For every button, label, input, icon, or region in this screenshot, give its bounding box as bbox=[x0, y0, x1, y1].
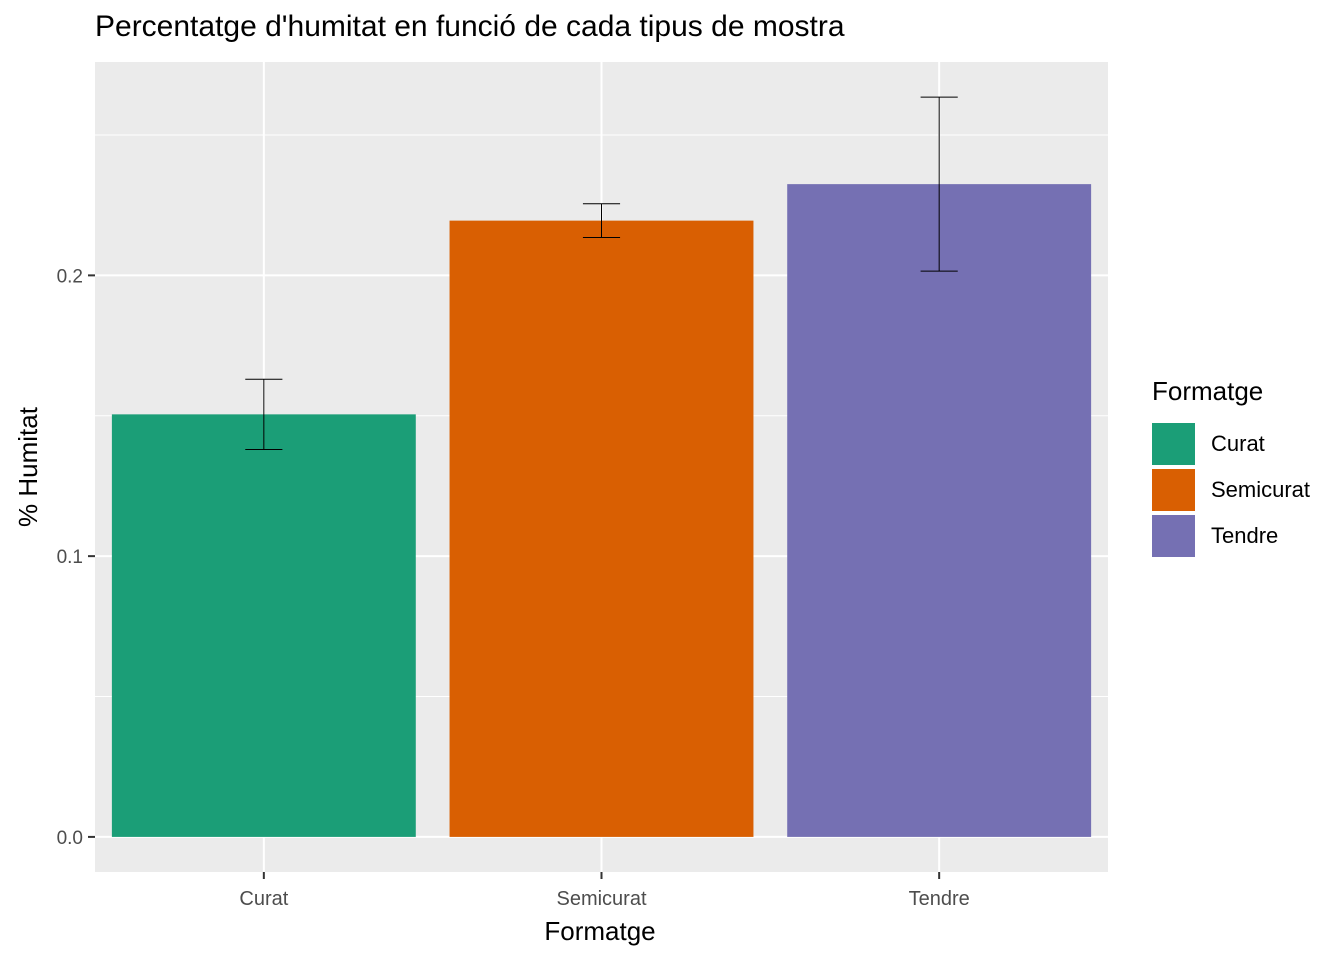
x-axis: Curat Semicurat Tendre bbox=[239, 872, 970, 910]
bar-tendre bbox=[787, 184, 1092, 837]
y-axis-label: % Humitat bbox=[13, 406, 43, 527]
bar-curat bbox=[111, 414, 416, 837]
y-tick-label: 0.2 bbox=[57, 266, 83, 287]
legend-item-semicurat: Semicurat bbox=[1152, 467, 1310, 513]
legend-key-tendre bbox=[1152, 515, 1195, 557]
legend: Formatge Curat Semicurat Tendre bbox=[1152, 376, 1310, 559]
x-tick-label-curat: Curat bbox=[239, 888, 288, 910]
chart-title: Percentatge d'humitat en funció de cada … bbox=[95, 10, 845, 43]
x-tick-label-semicurat: Semicurat bbox=[556, 888, 646, 910]
y-tick-label: 0.0 bbox=[57, 828, 83, 849]
bars bbox=[111, 184, 1092, 837]
legend-key-semicurat bbox=[1152, 469, 1195, 511]
bar-semicurat bbox=[449, 220, 754, 837]
legend-label-curat: Curat bbox=[1211, 431, 1265, 456]
error-bar-curat bbox=[245, 378, 283, 450]
x-axis-label: Formatge bbox=[544, 916, 655, 946]
x-tick-label-tendre: Tendre bbox=[909, 888, 970, 910]
legend-key-curat bbox=[1152, 423, 1195, 465]
legend-item-curat: Curat bbox=[1152, 421, 1310, 467]
y-axis: 0.0 0.1 0.2 bbox=[57, 266, 95, 849]
error-bar-semicurat bbox=[582, 203, 621, 238]
legend-label-semicurat: Semicurat bbox=[1211, 477, 1311, 502]
y-tick-label: 0.1 bbox=[57, 547, 83, 568]
legend-title: Formatge bbox=[1152, 376, 1264, 406]
error-bar-tendre bbox=[920, 96, 958, 272]
legend-label-tendre: Tendre bbox=[1211, 523, 1279, 548]
legend-item-tendre: Tendre bbox=[1152, 513, 1310, 559]
error-bars bbox=[245, 96, 958, 450]
